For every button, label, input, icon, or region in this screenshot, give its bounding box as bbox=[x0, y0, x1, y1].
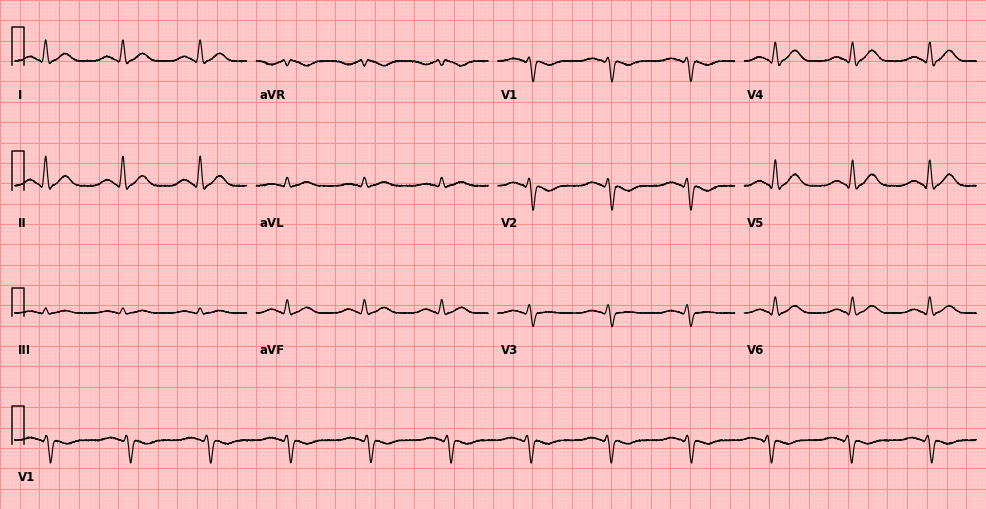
Text: V1: V1 bbox=[18, 471, 35, 484]
Text: II: II bbox=[18, 216, 27, 230]
Text: V5: V5 bbox=[747, 216, 765, 230]
Text: aVF: aVF bbox=[259, 344, 284, 357]
Text: V2: V2 bbox=[501, 216, 518, 230]
Text: V1: V1 bbox=[501, 89, 518, 102]
Text: I: I bbox=[18, 89, 22, 102]
Text: III: III bbox=[18, 344, 31, 357]
Text: V6: V6 bbox=[747, 344, 765, 357]
Text: V4: V4 bbox=[747, 89, 765, 102]
Text: V3: V3 bbox=[501, 344, 518, 357]
Text: aVR: aVR bbox=[259, 89, 286, 102]
Text: aVL: aVL bbox=[259, 216, 284, 230]
